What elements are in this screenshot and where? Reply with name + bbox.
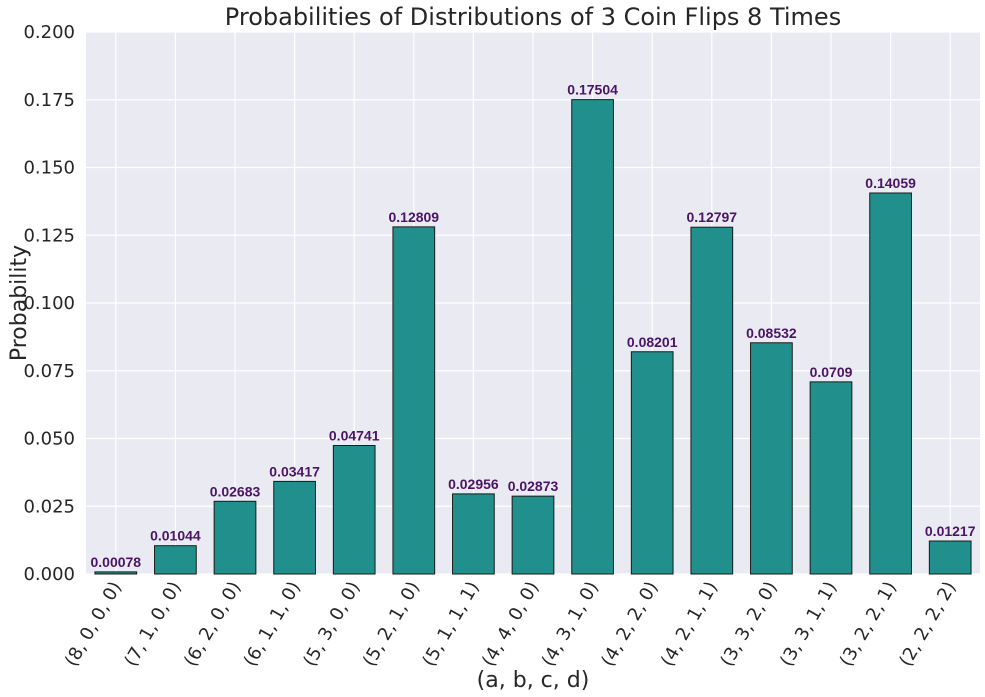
bar bbox=[571, 99, 614, 575]
x-tick-label: (5, 1, 1, 1) bbox=[418, 578, 483, 670]
y-tick-label: 0.200 bbox=[23, 22, 75, 43]
bar bbox=[154, 545, 197, 575]
chart-title: Probabilities of Distributions of 3 Coin… bbox=[225, 3, 841, 31]
x-tick-label: (4, 2, 2, 0) bbox=[597, 578, 662, 670]
bar bbox=[511, 495, 555, 575]
bar-value-label: 0.12809 bbox=[388, 209, 439, 225]
bar bbox=[273, 480, 316, 575]
x-tick-label: (5, 3, 0, 0) bbox=[299, 578, 364, 670]
bar bbox=[392, 226, 436, 575]
y-axis-label: Probability bbox=[7, 245, 32, 361]
bar-value-label: 0.12797 bbox=[686, 209, 737, 225]
x-tick-label: (6, 2, 0, 0) bbox=[180, 578, 245, 670]
bar-value-label: 0.01044 bbox=[150, 528, 201, 544]
bar bbox=[213, 500, 257, 575]
bar bbox=[750, 342, 793, 575]
x-axis-label: (a, b, c, d) bbox=[477, 668, 590, 693]
x-tick-label: (4, 2, 1, 1) bbox=[657, 578, 722, 670]
bar-value-label: 0.08532 bbox=[746, 325, 797, 341]
data-labels: 0.00078 0.01044 0.02683 0.03417 0.04741 0.128… bbox=[90, 82, 975, 570]
bar bbox=[452, 493, 495, 575]
x-tick-label: (3, 3, 1, 1) bbox=[776, 578, 841, 670]
y-tick-label: 0.025 bbox=[23, 496, 75, 517]
x-tick-label: (4, 4, 0, 0) bbox=[478, 578, 543, 670]
y-axis-ticks: 0.000 0.025 0.050 0.075 0.100 0.125 0.150 0.175… bbox=[23, 22, 75, 585]
bar-value-label: 0.00078 bbox=[90, 554, 141, 570]
bar-value-label: 0.01217 bbox=[925, 523, 976, 539]
bar bbox=[928, 540, 972, 575]
bar bbox=[869, 192, 912, 575]
x-tick-label: (6, 1, 1, 0) bbox=[240, 578, 305, 670]
bar-value-label: 0.03417 bbox=[269, 463, 320, 479]
bar bbox=[809, 381, 853, 575]
bar-value-label: 0.02956 bbox=[448, 476, 499, 492]
x-tick-label: (7, 1, 0, 0) bbox=[120, 578, 185, 670]
y-tick-label: 0.125 bbox=[23, 225, 75, 246]
bar-value-label: 0.02873 bbox=[508, 478, 559, 494]
bar bbox=[690, 226, 734, 575]
bar-value-label: 0.02683 bbox=[210, 483, 261, 499]
bar-value-label: 0.08201 bbox=[627, 334, 678, 350]
x-tick-label: (3, 3, 2, 0) bbox=[716, 578, 781, 670]
y-tick-label: 0.075 bbox=[23, 361, 75, 382]
bar bbox=[94, 571, 138, 575]
bar-value-label: 0.0709 bbox=[810, 364, 853, 380]
x-tick-label: (4, 3, 1, 0) bbox=[538, 578, 603, 670]
y-tick-label: 0.100 bbox=[23, 293, 75, 314]
x-tick-label: (5, 2, 1, 0) bbox=[359, 578, 424, 670]
bar bbox=[332, 445, 376, 575]
x-tick-label: (3, 2, 2, 1) bbox=[836, 578, 901, 670]
bar-value-label: 0.17504 bbox=[567, 82, 618, 98]
y-tick-label: 0.150 bbox=[23, 158, 75, 179]
x-tick-label: (2, 2, 2, 2) bbox=[895, 578, 960, 670]
x-axis-ticks: (8, 0, 0, 0)(7, 1, 0, 0)(6, 2, 0, 0)(6, … bbox=[61, 578, 961, 670]
y-tick-label: 0.000 bbox=[23, 564, 75, 585]
y-tick-label: 0.050 bbox=[23, 429, 75, 450]
bar-value-label: 0.14059 bbox=[865, 175, 916, 191]
x-tick-label: (8, 0, 0, 0) bbox=[61, 578, 126, 670]
bars bbox=[94, 99, 972, 575]
bar-value-label: 0.04741 bbox=[329, 428, 380, 444]
bar bbox=[630, 351, 674, 575]
y-tick-label: 0.175 bbox=[23, 90, 75, 111]
